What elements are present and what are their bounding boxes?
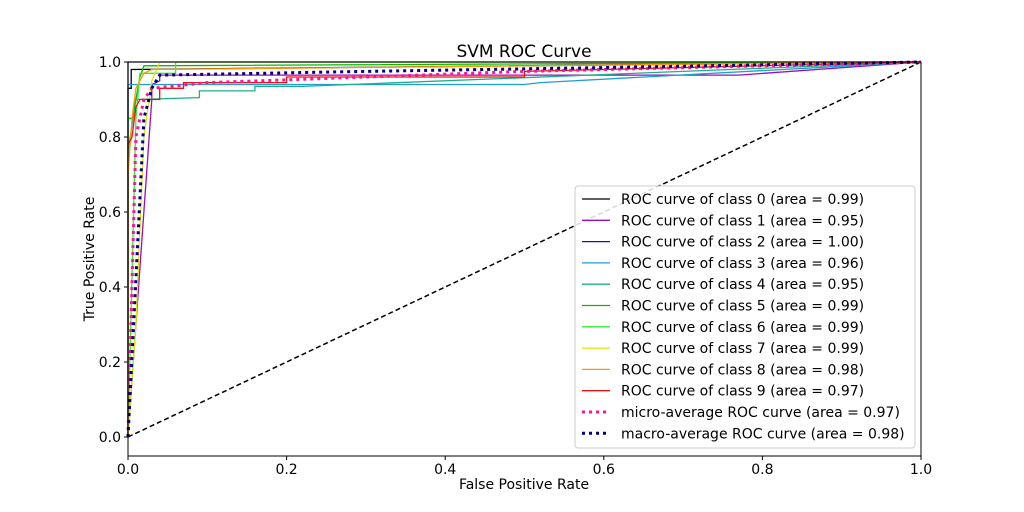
legend-entry: ROC curve of class 5 (area = 0.99) <box>621 299 864 315</box>
legend-entry: macro-average ROC curve (area = 0.98) <box>621 426 905 442</box>
y-tick-label: 1.0 <box>99 55 121 71</box>
y-tick-label: 0.4 <box>99 280 121 296</box>
y-tick-label: 0.8 <box>99 130 121 146</box>
roc-series-11 <box>126 60 922 438</box>
plot-frame <box>127 61 922 457</box>
x-tick-label: 0.8 <box>751 462 773 478</box>
x-tick-label: 0.6 <box>593 462 615 478</box>
legend-box <box>574 185 916 449</box>
roc-series-10 <box>126 60 922 438</box>
legend-entry: ROC curve of class 4 (area = 0.95) <box>621 277 864 293</box>
chance-diagonal-line <box>127 61 922 438</box>
legend-entry: ROC curve of class 0 (area = 0.99) <box>621 192 864 208</box>
legend-entry: ROC curve of class 2 (area = 1.00) <box>621 235 864 251</box>
legend-entry: ROC curve of class 9 (area = 0.97) <box>621 384 864 400</box>
x-tick-label: 0.2 <box>275 462 297 478</box>
x-tick-label: 0.4 <box>434 462 456 478</box>
y-tick-label: 0.2 <box>99 355 121 371</box>
legend-entry: ROC curve of class 8 (area = 0.98) <box>621 362 864 378</box>
x-axis-label: False Positive Rate <box>459 477 589 493</box>
legend-entry: ROC curve of class 7 (area = 0.99) <box>621 341 864 357</box>
y-axis-label: True Positive Rate <box>82 197 98 323</box>
legend-entry: micro-average ROC curve (area = 0.97) <box>621 405 900 421</box>
y-tick-label: 0.0 <box>99 430 121 446</box>
chart-title: SVM ROC Curve <box>456 42 591 62</box>
legend-entry: ROC curve of class 3 (area = 0.96) <box>621 256 864 272</box>
legend: ROC curve of class 0 (area = 0.99) ROC cu… <box>574 185 916 449</box>
y-tick-label: 0.6 <box>99 205 121 221</box>
legend-entry: ROC curve of class 1 (area = 0.95) <box>621 213 864 229</box>
x-tick-label: 1.0 <box>910 462 932 478</box>
legend-entry: ROC curve of class 6 (area = 0.99) <box>621 320 864 336</box>
x-tick-label: 0.0 <box>117 462 139 478</box>
roc-series-9 <box>127 61 922 437</box>
